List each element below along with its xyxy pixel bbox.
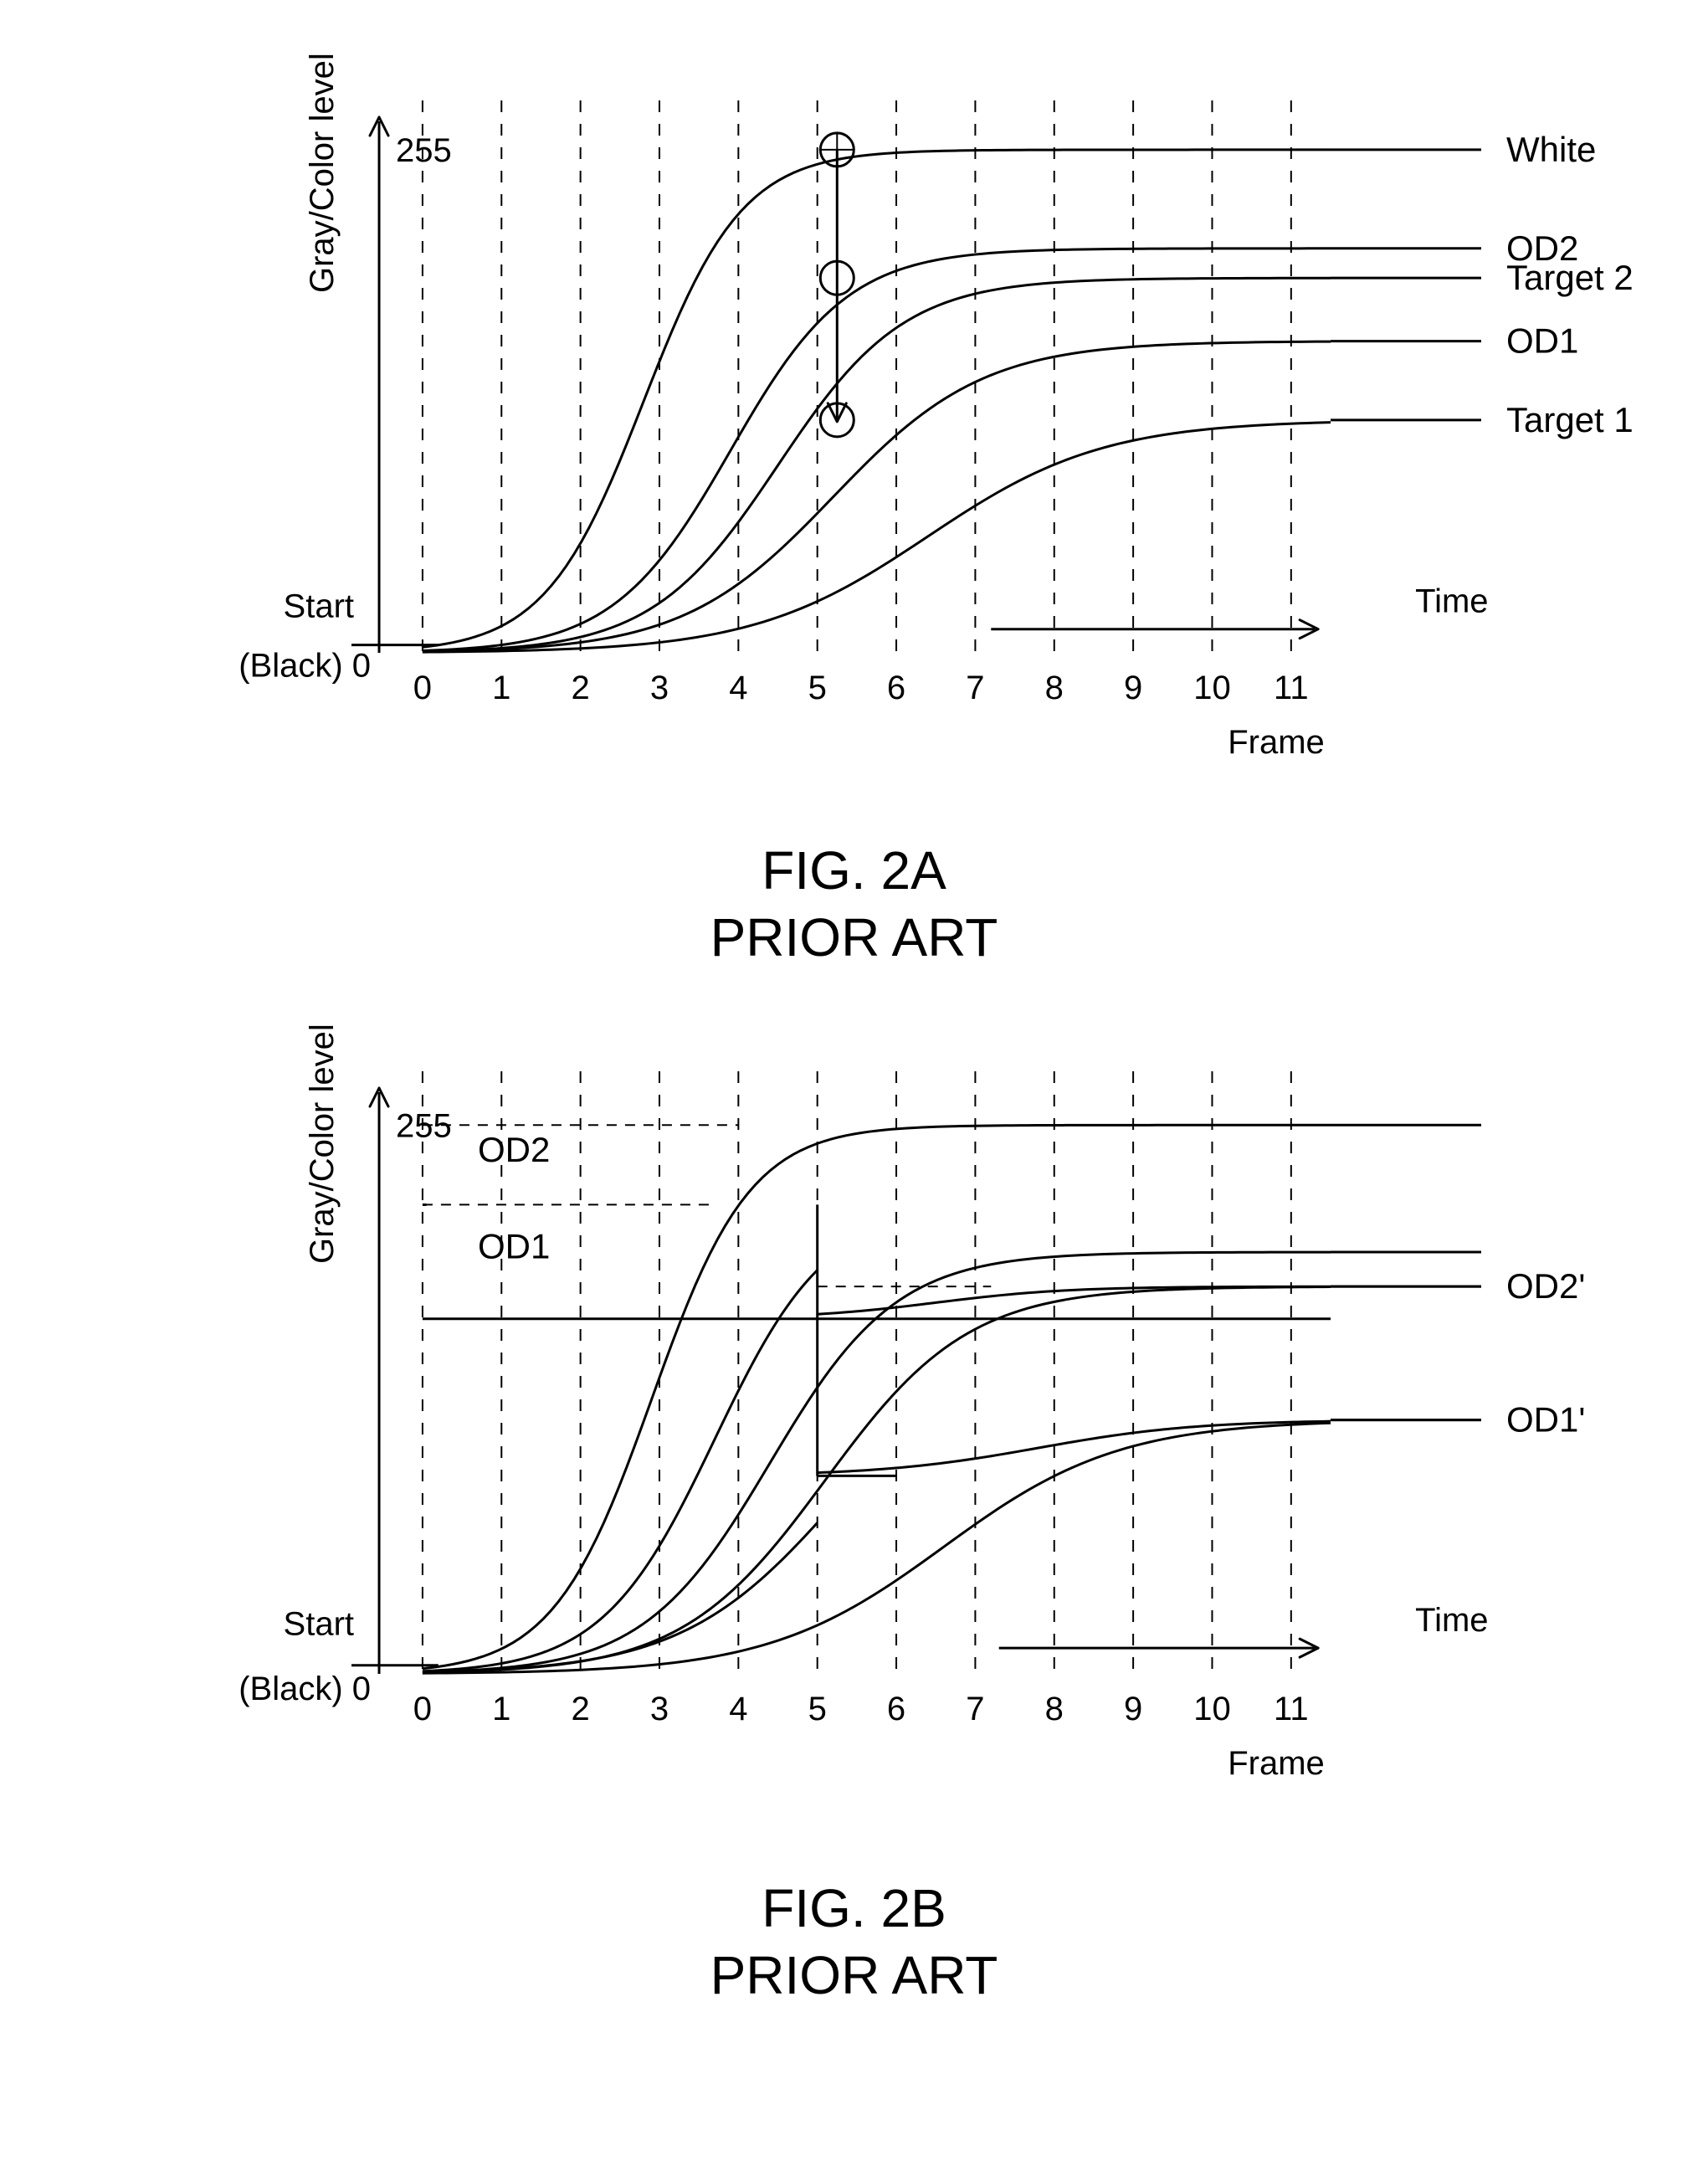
figure-2a-panel: 255 Gray/Color level 0 1 2 3 4 5 6 7 8 9 10 11 Frame St… <box>0 50 1708 820</box>
svg-text:9: 9 <box>1124 670 1142 706</box>
svg-text:OD1': OD1' <box>1506 1400 1585 1440</box>
svg-text:Target 2: Target 2 <box>1506 258 1634 297</box>
svg-text:255: 255 <box>396 1107 452 1144</box>
svg-text:1: 1 <box>492 1691 510 1727</box>
figure-2b-caption: FIG. 2BPRIOR ART <box>0 1875 1708 2009</box>
svg-text:6: 6 <box>887 670 905 706</box>
figure-2b-panel: 255 Gray/Color level 0 1 2 3 4 5 6 7 8 9 10 11 Frame St… <box>0 1021 1708 1825</box>
svg-text:7: 7 <box>966 1691 984 1727</box>
svg-text:Gray/Color level: Gray/Color level <box>304 53 341 293</box>
svg-text:8: 8 <box>1045 670 1064 706</box>
svg-text:Gray/Color level: Gray/Color level <box>304 1024 341 1264</box>
svg-text:255: 255 <box>396 132 452 169</box>
svg-text:11: 11 <box>1274 670 1309 706</box>
figure-2a-chart: 255 Gray/Color level 0 1 2 3 4 5 6 7 8 9 10 11 Frame St… <box>0 50 1708 820</box>
svg-text:Target 1: Target 1 <box>1506 400 1634 439</box>
svg-text:OD1: OD1 <box>478 1227 550 1266</box>
svg-text:Time: Time <box>1415 583 1488 620</box>
svg-text:(Black) 0: (Black) 0 <box>239 647 371 684</box>
caption-line: FIG. 2A <box>0 837 1708 904</box>
svg-text:11: 11 <box>1274 1691 1309 1727</box>
svg-text:9: 9 <box>1124 1691 1142 1727</box>
svg-text:10: 10 <box>1193 670 1231 706</box>
figure-2a-caption: FIG. 2APRIOR ART <box>0 837 1708 971</box>
page: 255Gray/Color level01234567891011FrameSt… <box>0 0 1708 2166</box>
svg-text:Frame: Frame <box>1228 1745 1325 1782</box>
svg-text:White: White <box>1506 130 1596 169</box>
svg-text:Frame: Frame <box>1228 724 1325 761</box>
svg-text:Start: Start <box>284 1606 354 1643</box>
svg-text:OD2: OD2 <box>478 1130 550 1169</box>
svg-text:2: 2 <box>572 1691 590 1727</box>
svg-text:(Black) 0: (Black) 0 <box>239 1671 371 1707</box>
svg-text:1: 1 <box>492 670 510 706</box>
svg-text:0: 0 <box>413 1691 432 1727</box>
svg-text:Time: Time <box>1415 1602 1488 1639</box>
svg-text:3: 3 <box>650 670 669 706</box>
svg-text:OD1: OD1 <box>1506 321 1578 361</box>
svg-text:2: 2 <box>572 670 590 706</box>
svg-text:3: 3 <box>650 1691 669 1727</box>
svg-text:OD2': OD2' <box>1506 1266 1585 1306</box>
caption-line: FIG. 2B <box>0 1875 1708 1942</box>
svg-text:4: 4 <box>729 670 747 706</box>
svg-text:5: 5 <box>808 1691 827 1727</box>
svg-text:6: 6 <box>887 1691 905 1727</box>
svg-text:10: 10 <box>1193 1691 1231 1727</box>
svg-text:7: 7 <box>966 670 984 706</box>
svg-text:Start: Start <box>284 588 354 625</box>
svg-text:0: 0 <box>413 670 432 706</box>
caption-line: PRIOR ART <box>0 1942 1708 2009</box>
caption-line: PRIOR ART <box>0 904 1708 971</box>
svg-text:4: 4 <box>729 1691 747 1727</box>
svg-text:8: 8 <box>1045 1691 1064 1727</box>
svg-text:5: 5 <box>808 670 827 706</box>
figure-2b-chart: 255 Gray/Color level 0 1 2 3 4 5 6 7 8 9 10 11 Frame St… <box>0 1021 1708 1825</box>
